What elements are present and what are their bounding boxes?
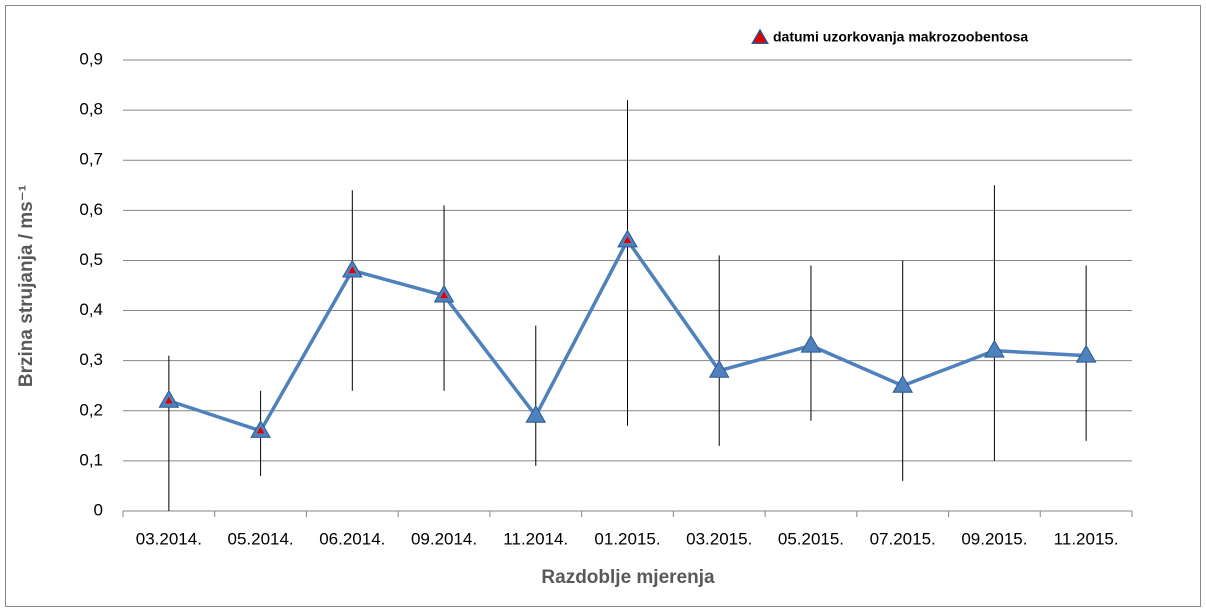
y-tick-label: 0,1: [79, 450, 103, 469]
y-tick-label: 0,4: [79, 300, 103, 319]
x-tick-label: 06.2014.: [319, 529, 385, 548]
x-tick-label: 11.2015.: [1054, 529, 1119, 548]
y-tick-label: 0,5: [79, 250, 103, 269]
x-tick-label: 07.2015.: [870, 529, 936, 548]
y-tick-label: 0,7: [79, 150, 103, 169]
x-tick-label: 03.2014.: [136, 529, 202, 548]
marker: [165, 396, 173, 404]
x-tick-label: 01.2015.: [594, 529, 660, 548]
x-tick-label: 05.2014.: [227, 529, 293, 548]
y-tick-label: 0,9: [79, 49, 103, 68]
marker: [1075, 344, 1097, 363]
y-tick-label: 0,8: [79, 100, 103, 119]
marker: [348, 266, 357, 274]
chart-frame: [5, 5, 1201, 607]
y-tick-label: 0,2: [79, 400, 103, 419]
marker: [256, 426, 265, 434]
marker: [800, 334, 822, 353]
legend-marker: [751, 28, 769, 44]
x-tick-label: 09.2014.: [411, 529, 477, 548]
marker: [892, 374, 914, 393]
marker: [525, 404, 547, 423]
x-axis-title: Razdoblje mjerenja: [541, 567, 715, 588]
y-axis-title: Brzina strujanja / ms⁻¹: [16, 185, 37, 387]
marker: [708, 359, 730, 378]
x-tick-label: 11.2014.: [503, 529, 568, 548]
x-tick-label: 05.2015.: [778, 529, 844, 548]
marker: [623, 236, 632, 243]
marker: [440, 291, 448, 299]
y-tick-label: 0: [94, 500, 103, 519]
legend-label: datumi uzorkovanja makrozoobentosa: [773, 29, 1028, 45]
y-tick-label: 0,6: [79, 200, 103, 219]
x-tick-label: 09.2015.: [961, 529, 1027, 548]
y-tick-label: 0,3: [79, 350, 103, 369]
x-tick-label: 03.2015.: [686, 529, 752, 548]
marker: [984, 339, 1005, 358]
